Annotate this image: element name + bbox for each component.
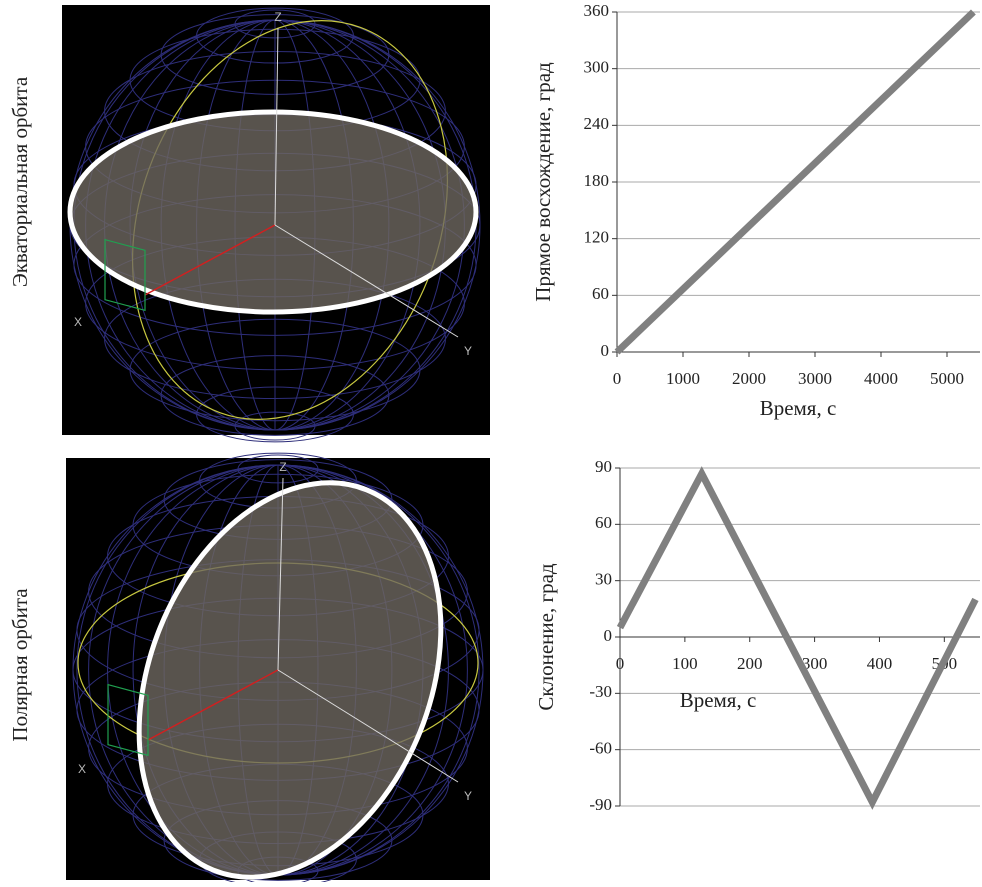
axis-letter: Z <box>279 460 286 474</box>
x-tick-label: 0 <box>616 654 625 673</box>
panel-label: Экваториальная орбита <box>8 76 32 287</box>
y-tick-label: 60 <box>595 513 612 532</box>
x-tick-label: 400 <box>867 654 893 673</box>
parallel <box>234 411 316 441</box>
x-tick-label: 300 <box>802 654 828 673</box>
x-tick-label: 100 <box>672 654 698 673</box>
y-tick-label: -90 <box>589 795 612 814</box>
axis-letter: X <box>74 315 82 329</box>
parallel <box>160 355 390 436</box>
orbit <box>136 480 444 880</box>
axis-line <box>277 477 284 671</box>
scene: Z X Y <box>62 5 490 443</box>
x-tick-label: 2000 <box>732 369 766 388</box>
scene: Z X Y <box>66 452 490 887</box>
axis-line <box>274 27 279 226</box>
parallel <box>196 386 354 443</box>
parallel <box>196 7 354 64</box>
x-tick-label: 4000 <box>864 369 898 388</box>
y-axis-label: Склонение, град <box>534 563 558 710</box>
axis-letter: Y <box>464 344 472 358</box>
axis-line <box>277 669 459 783</box>
parallel <box>160 14 390 95</box>
panel-label: Полярная орбита <box>8 588 32 742</box>
y-tick-label: 120 <box>584 228 610 247</box>
axis-letter: Y <box>464 789 472 803</box>
axis-letter: Z <box>274 10 281 24</box>
y-tick-label: 360 <box>584 1 610 20</box>
parallel <box>234 9 316 39</box>
y-tick-label: 240 <box>584 114 610 133</box>
data-line <box>616 466 979 810</box>
x-tick-label: 3000 <box>798 369 832 388</box>
axis-line <box>144 224 276 296</box>
data-line <box>614 9 976 355</box>
x-tick-label: 0 <box>613 369 622 388</box>
y-tick-label: 0 <box>601 341 610 360</box>
axis-line <box>147 669 279 741</box>
y-tick-label: -30 <box>589 682 612 701</box>
y-axis-label: Прямое восхождение, град <box>531 62 555 302</box>
x-axis-label: Время, с <box>760 396 837 420</box>
orbit <box>67 109 479 315</box>
x-tick-label: 200 <box>737 654 763 673</box>
parallel <box>237 454 319 484</box>
y-tick-label: 60 <box>592 284 609 303</box>
satellite-frame <box>104 238 146 312</box>
x-tick-label: 5000 <box>930 369 964 388</box>
y-tick-label: -60 <box>589 739 612 758</box>
axis-line <box>274 224 459 338</box>
y-tick-label: 90 <box>595 457 612 476</box>
y-tick-label: 300 <box>584 58 610 77</box>
x-axis-label: Время, с <box>680 688 757 712</box>
satellite-frame <box>107 683 149 757</box>
y-tick-label: 30 <box>595 570 612 589</box>
y-tick-label: 180 <box>584 171 610 190</box>
axis-letter: X <box>78 762 86 776</box>
y-tick-label: 0 <box>604 626 613 645</box>
x-tick-label: 1000 <box>666 369 700 388</box>
